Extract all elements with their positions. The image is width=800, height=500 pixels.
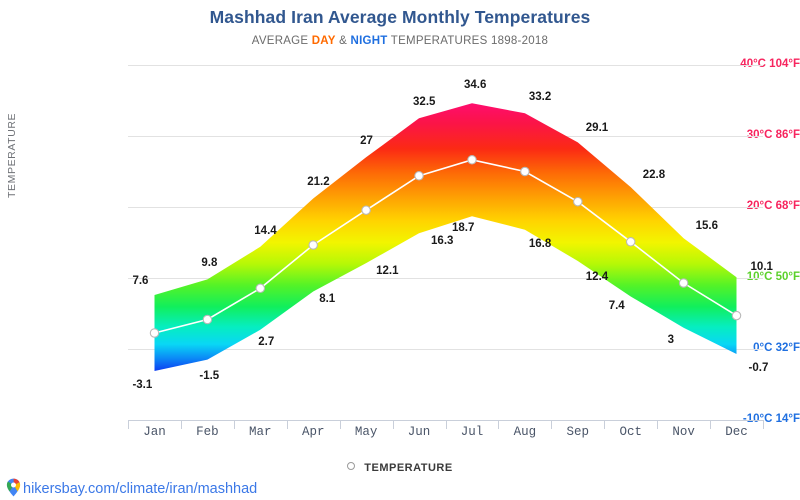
subtitle-amp: & bbox=[336, 35, 351, 47]
data-point-marker[interactable] bbox=[468, 156, 476, 164]
data-point-marker[interactable] bbox=[309, 241, 317, 249]
x-label-jul: Jul bbox=[442, 425, 502, 439]
day-value-sep: 29.1 bbox=[586, 122, 608, 134]
x-label-may: May bbox=[336, 425, 396, 439]
day-value-oct: 22.8 bbox=[643, 169, 665, 181]
day-value-nov: 15.6 bbox=[696, 220, 718, 232]
day-value-mar: 14.4 bbox=[254, 225, 276, 237]
page-title: Mashhad Iran Average Monthly Temperature… bbox=[0, 7, 800, 28]
subtitle-night: NIGHT bbox=[351, 35, 388, 47]
night-value-nov: 3 bbox=[668, 334, 674, 346]
night-value-jul: 18.7 bbox=[452, 222, 474, 234]
night-value-aug: 16.8 bbox=[529, 238, 551, 250]
day-value-dec: 10.1 bbox=[751, 261, 773, 273]
data-point-marker[interactable] bbox=[627, 238, 635, 246]
subtitle-day: DAY bbox=[312, 35, 336, 47]
night-value-feb: -1.5 bbox=[199, 370, 219, 382]
day-value-aug: 33.2 bbox=[529, 91, 551, 103]
x-label-nov: Nov bbox=[654, 425, 714, 439]
day-value-jan: 7.6 bbox=[132, 275, 148, 287]
night-value-dec: -0.7 bbox=[749, 362, 769, 374]
night-value-mar: 2.7 bbox=[258, 336, 274, 348]
subtitle-post: TEMPERATURES 1898-2018 bbox=[388, 35, 549, 47]
legend: TEMPERATURE bbox=[0, 462, 800, 474]
source-link[interactable]: hikersbay.com/climate/iran/mashhad bbox=[6, 478, 257, 498]
day-value-apr: 21.2 bbox=[307, 176, 329, 188]
x-label-jun: Jun bbox=[389, 425, 449, 439]
night-value-apr: 8.1 bbox=[319, 293, 335, 305]
x-label-feb: Feb bbox=[177, 425, 237, 439]
x-label-dec: Dec bbox=[707, 425, 767, 439]
chart-subtitle: AVERAGE DAY & NIGHT TEMPERATURES 1898-20… bbox=[0, 35, 800, 47]
y-axis-title: TEMPERATURE bbox=[6, 113, 18, 198]
day-value-feb: 9.8 bbox=[201, 257, 217, 269]
source-url: hikersbay.com/climate/iran/mashhad bbox=[23, 481, 257, 497]
night-value-oct: 7.4 bbox=[609, 300, 625, 312]
x-label-aug: Aug bbox=[495, 425, 555, 439]
night-value-sep: 12.4 bbox=[586, 271, 608, 283]
x-label-jan: Jan bbox=[124, 425, 184, 439]
night-value-may: 12.1 bbox=[376, 265, 398, 277]
day-value-jun: 32.5 bbox=[413, 96, 435, 108]
legend-label: TEMPERATURE bbox=[364, 462, 452, 474]
x-label-apr: Apr bbox=[283, 425, 343, 439]
night-value-jun: 16.3 bbox=[431, 235, 453, 247]
night-value-jan: -3.1 bbox=[132, 379, 152, 391]
data-point-marker[interactable] bbox=[574, 198, 582, 206]
data-point-marker[interactable] bbox=[256, 284, 264, 292]
data-point-marker[interactable] bbox=[150, 329, 158, 337]
x-label-mar: Mar bbox=[230, 425, 290, 439]
data-point-marker[interactable] bbox=[203, 315, 211, 323]
x-label-sep: Sep bbox=[548, 425, 608, 439]
circle-outline-icon bbox=[347, 462, 355, 470]
data-point-marker[interactable] bbox=[679, 279, 687, 287]
subtitle-pre: AVERAGE bbox=[252, 35, 312, 47]
x-label-oct: Oct bbox=[601, 425, 661, 439]
day-value-jul: 34.6 bbox=[464, 79, 486, 91]
data-point-marker[interactable] bbox=[521, 167, 529, 175]
data-point-marker[interactable] bbox=[732, 311, 740, 319]
day-value-may: 27 bbox=[360, 135, 373, 147]
data-point-marker[interactable] bbox=[415, 172, 423, 180]
location-pin-icon bbox=[6, 478, 21, 497]
data-point-marker[interactable] bbox=[362, 206, 370, 214]
climate-chart: Mashhad Iran Average Monthly Temperature… bbox=[0, 0, 800, 500]
